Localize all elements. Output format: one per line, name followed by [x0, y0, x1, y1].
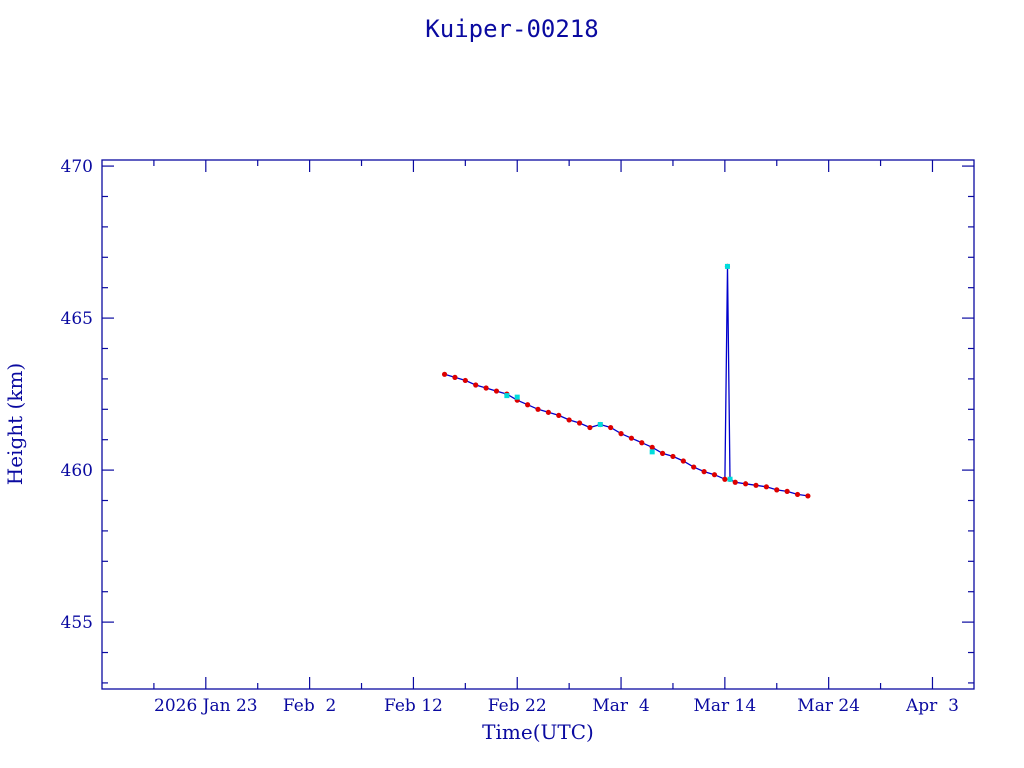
- data-point: [743, 481, 749, 487]
- y-tick-label: 455: [61, 613, 93, 633]
- data-point: [805, 493, 811, 499]
- data-point: [587, 424, 593, 431]
- data-point: [545, 409, 551, 415]
- data-point: [618, 431, 624, 437]
- x-axis-title: Time(UTC): [482, 720, 594, 744]
- series-line: [444, 266, 808, 497]
- data-point: [763, 484, 769, 490]
- data-point: [493, 388, 500, 394]
- highlighted-data-point: [514, 394, 520, 400]
- data-point: [566, 417, 572, 423]
- data-point: [462, 377, 468, 384]
- chart-title: Kuiper-00218: [425, 15, 598, 43]
- data-point: [649, 444, 655, 450]
- data-point: [722, 476, 728, 482]
- data-point: [639, 440, 645, 446]
- y-axis-tick-labels: 455 460 465 470: [61, 157, 93, 633]
- x-axis-tick-labels: 2026 Jan 23 Feb 2 Feb 12 Feb 22 Mar 4 Mar 14 M…: [154, 696, 959, 716]
- data-point: [784, 488, 790, 494]
- data-point: [659, 450, 666, 456]
- data-point: [670, 453, 676, 460]
- data-point: [535, 406, 541, 412]
- highlighted-data-point: [649, 449, 655, 455]
- x-tick-label: Feb 2: [283, 696, 336, 716]
- y-axis-ticks: [102, 165, 974, 684]
- y-tick-label: 470: [61, 157, 93, 177]
- x-tick-label: Apr 3: [905, 696, 959, 716]
- highlighted-data-point: [727, 476, 733, 482]
- x-tick-label: Mar 4: [592, 696, 649, 716]
- x-axis-ticks: [153, 160, 934, 689]
- data-point: [732, 479, 738, 485]
- highlighted-data-point: [504, 393, 510, 399]
- data-points-layer: [441, 263, 811, 499]
- data-point: [680, 458, 686, 464]
- x-tick-label: Mar 14: [693, 696, 756, 716]
- data-point: [753, 482, 759, 488]
- data-point: [701, 469, 707, 475]
- axes-layer: 2026 Jan 23 Feb 2 Feb 12 Feb 22 Mar 4 Mar 14 M…: [61, 157, 975, 716]
- data-point: [441, 371, 448, 377]
- data-point: [691, 464, 697, 470]
- data-point: [556, 412, 562, 418]
- data-point: [452, 374, 458, 380]
- data-point: [483, 385, 489, 391]
- data-point: [711, 472, 718, 478]
- plot-frame: [101, 159, 975, 690]
- highlighted-data-point: [724, 263, 730, 269]
- data-point: [774, 487, 780, 493]
- x-tick-label: Mar 24: [797, 696, 860, 716]
- data-point: [608, 424, 614, 431]
- highlighted-data-point: [597, 422, 603, 427]
- data-point: [628, 435, 635, 441]
- data-point: [576, 420, 583, 426]
- data-point: [794, 491, 801, 498]
- data-point: [525, 402, 531, 408]
- x-tick-label: 2026 Jan 23: [154, 696, 258, 716]
- highlighted-points-layer: [504, 263, 733, 482]
- y-tick-label: 460: [61, 461, 93, 481]
- x-tick-label: Feb 12: [384, 696, 443, 716]
- x-tick-label: Feb 22: [488, 696, 547, 716]
- y-tick-label: 465: [61, 309, 93, 329]
- data-point: [473, 382, 479, 388]
- y-axis-title: Height (km): [3, 363, 27, 485]
- data-series-layer: [444, 266, 808, 497]
